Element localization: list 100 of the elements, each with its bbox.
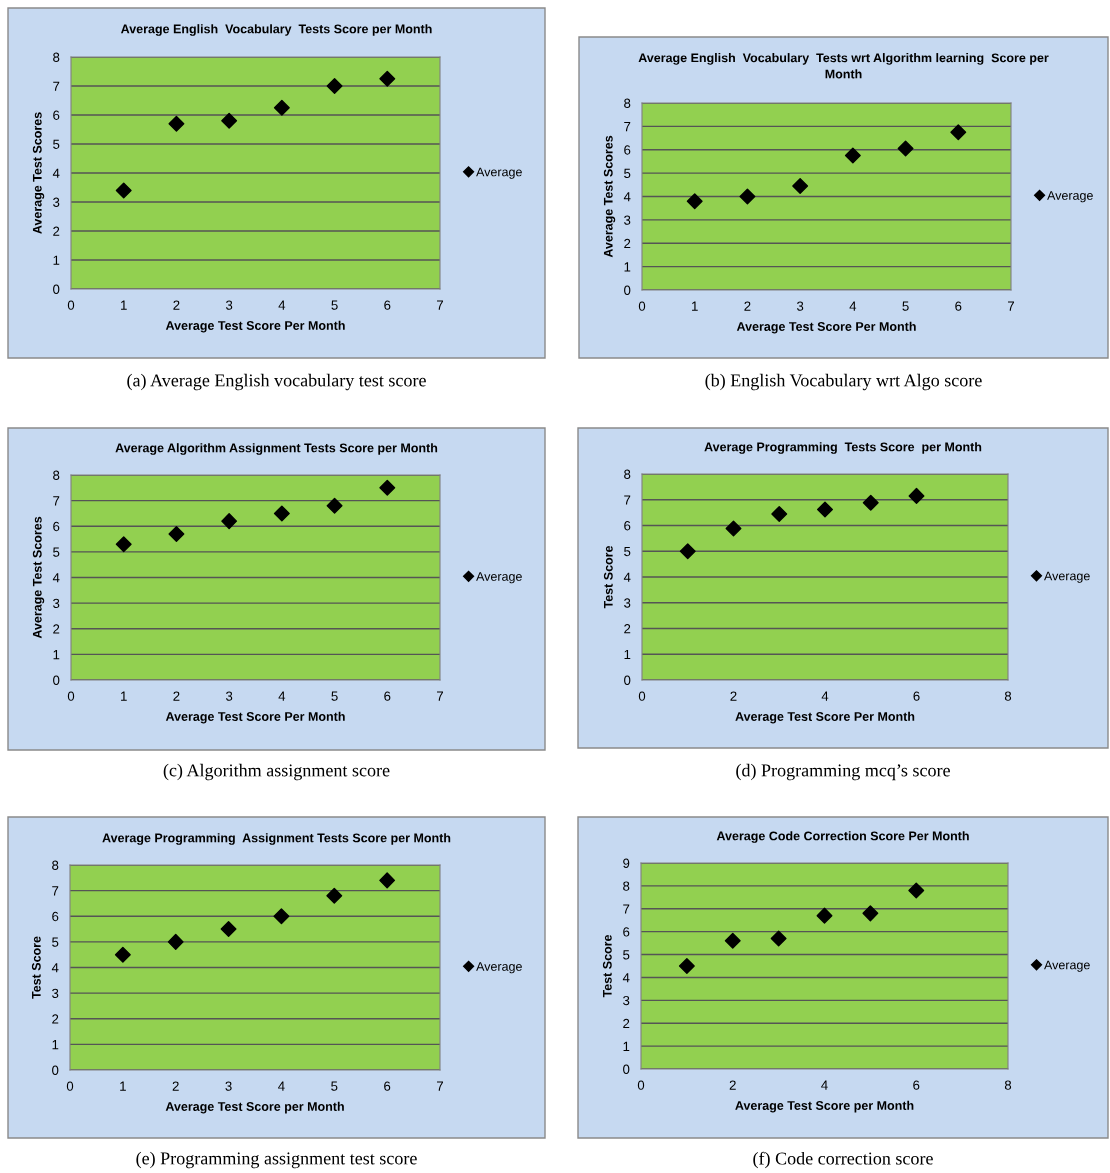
x-tick-label: 7 (1008, 301, 1015, 311)
x-tick-label: 2 (173, 300, 180, 310)
chart-title: Average English Vocabulary Tests Score per Month (120, 24, 432, 36)
y-tick-label: 3 (624, 215, 631, 225)
y-tick-label: 7 (624, 122, 631, 132)
text: (c) Algorithm assignment score (163, 763, 390, 781)
y-tick-label: 5 (53, 139, 60, 149)
legend-label: Average (476, 962, 522, 974)
point (686, 193, 703, 210)
point (114, 946, 131, 963)
legend-label: Average (1044, 960, 1090, 972)
y-axis-title: Average Test Scores (32, 516, 45, 639)
chart-title: Average English Vocabulary Tests wrt Algorithm learning Score per Month (638, 53, 1049, 79)
x-tick-label: 0 (638, 691, 646, 701)
y-tick-label: 3 (53, 598, 60, 609)
chart-title: Average Code Correction Score Per Month (716, 831, 969, 843)
point (679, 543, 696, 560)
point (725, 520, 742, 537)
chart-title: Average Programming Assignment Tests Score per Month (102, 833, 451, 845)
text: (a) Average English vocabulary test score (127, 373, 426, 391)
y-tick-label: 2 (53, 226, 60, 236)
x-tick-label: 4 (821, 1080, 828, 1090)
y-tick-label: 1 (623, 1041, 630, 1051)
x-tick-label: 6 (384, 1081, 391, 1091)
point (221, 513, 238, 530)
chart-title: Average Algorithm Assignment Tests Score per Month (115, 443, 438, 455)
point (678, 958, 695, 974)
x-tick-label: 2 (173, 691, 180, 701)
y-tick-label: 3 (623, 995, 630, 1006)
text: (b) English Vocabulary wrt Algo score (705, 373, 982, 391)
x-tick-label: 7 (437, 300, 444, 310)
point (115, 536, 132, 553)
point (273, 505, 290, 522)
y-tick-label: 6 (53, 521, 60, 532)
y-tick-label: 3 (52, 988, 59, 999)
point (844, 147, 861, 164)
y-tick-label: 1 (53, 650, 60, 660)
x-tick-label: 8 (1004, 1080, 1012, 1090)
point (167, 933, 184, 950)
point (379, 70, 396, 87)
y-tick-label: 5 (623, 950, 630, 960)
chart-title: Average Programming Tests Score per Month (704, 442, 982, 454)
y-tick-label: 3 (53, 197, 60, 207)
point (771, 505, 788, 522)
x-tick-label: 3 (225, 300, 233, 310)
point (326, 497, 343, 514)
x-tick-label: 3 (796, 301, 804, 311)
y-tick-label: 7 (52, 886, 59, 896)
x-tick-label: 2 (744, 301, 751, 311)
y-tick-label: 6 (624, 521, 631, 531)
y-tick-label: 0 (623, 1064, 630, 1074)
point (862, 494, 879, 511)
y-tick-label: 2 (624, 238, 631, 249)
y-axis-title: Test Score (602, 934, 612, 998)
x-tick-label: 1 (120, 1081, 126, 1091)
x-tick-label: 4 (849, 301, 857, 311)
point (221, 112, 238, 129)
x-tick-label: 5 (331, 1081, 338, 1091)
x-axis-title: Average Test Score Per Month (735, 711, 915, 724)
x-axis-title: Average Test Score Per Month (165, 711, 345, 724)
point (908, 882, 925, 899)
point (792, 178, 809, 194)
point (908, 487, 925, 504)
y-tick-label: 6 (53, 110, 60, 120)
x-axis-title: Average Test Score Per Month (165, 320, 345, 333)
y-tick-label: 8 (53, 470, 60, 480)
x-tick-label: 6 (913, 1080, 920, 1090)
point (817, 501, 833, 518)
x-tick-label: 1 (692, 301, 698, 311)
y-tick-label: 8 (623, 881, 630, 891)
y-tick-label: 4 (623, 192, 631, 202)
y-axis-title: Average Test Scores (32, 112, 45, 234)
x-tick-label: 1 (121, 691, 127, 701)
y-tick-label: 4 (51, 963, 59, 973)
x-tick-label: 6 (955, 301, 962, 311)
y-tick-label: 5 (53, 547, 60, 557)
y-tick-label: 1 (624, 649, 631, 660)
x-axis-title: Average Test Score per Month (165, 1101, 344, 1114)
point (273, 908, 290, 925)
point (168, 115, 185, 132)
x-tick-label: 3 (225, 691, 233, 701)
y-tick-label: 7 (623, 904, 630, 914)
x-tick-label: 4 (278, 300, 286, 310)
x-tick-label: 6 (913, 691, 920, 701)
y-tick-label: 8 (624, 469, 631, 479)
point (816, 907, 833, 924)
y-tick-label: 7 (53, 496, 60, 506)
point (220, 921, 237, 938)
y-tick-label: 8 (52, 860, 59, 870)
x-tick-label: 5 (331, 300, 338, 310)
y-tick-label: 7 (624, 495, 631, 505)
y-tick-label: 4 (52, 573, 60, 583)
y-tick-label: 2 (624, 624, 631, 634)
y-tick-label: 0 (53, 675, 60, 685)
text: (d) Programming mcq’s score (736, 763, 950, 781)
point (326, 78, 343, 94)
y-tick-label: 5 (52, 937, 59, 947)
y-tick-label: 4 (623, 572, 631, 582)
x-tick-label: 0 (638, 301, 646, 311)
y-tick-label: 0 (624, 285, 631, 295)
